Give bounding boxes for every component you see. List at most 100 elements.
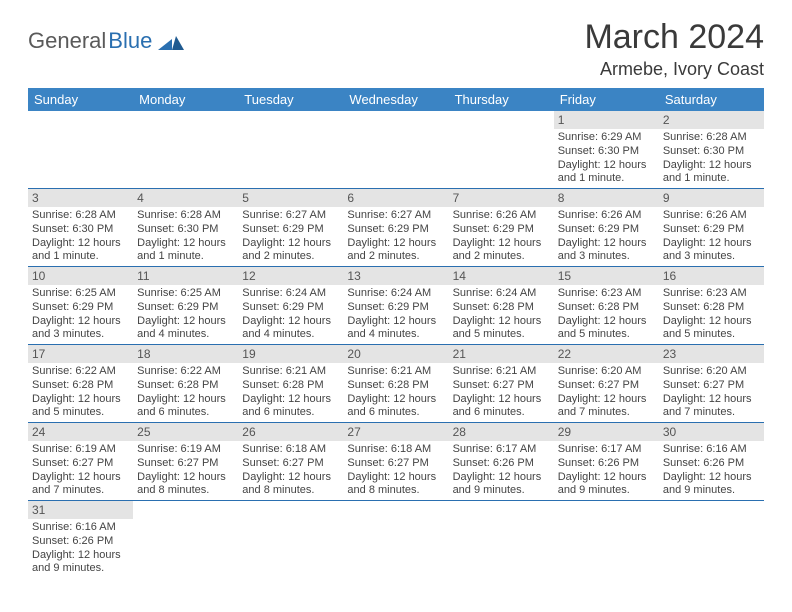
day-number: 18 [133,345,238,363]
day-number: 14 [449,267,554,285]
calendar-cell: 20Sunrise: 6:21 AMSunset: 6:28 PMDayligh… [343,345,448,423]
calendar-cell [554,501,659,579]
calendar-cell: 2Sunrise: 6:28 AMSunset: 6:30 PMDaylight… [659,111,764,189]
day-details: Sunrise: 6:27 AMSunset: 6:29 PMDaylight:… [238,207,343,266]
day-details: Sunrise: 6:24 AMSunset: 6:28 PMDaylight:… [449,285,554,344]
day-number: 24 [28,423,133,441]
day-details: Sunrise: 6:21 AMSunset: 6:28 PMDaylight:… [343,363,448,422]
calendar-row: 1Sunrise: 6:29 AMSunset: 6:30 PMDaylight… [28,111,764,189]
day-details: Sunrise: 6:21 AMSunset: 6:28 PMDaylight:… [238,363,343,422]
calendar-cell [133,501,238,579]
calendar-row: 31Sunrise: 6:16 AMSunset: 6:26 PMDayligh… [28,501,764,579]
day-number: 21 [449,345,554,363]
day-details: Sunrise: 6:23 AMSunset: 6:28 PMDaylight:… [659,285,764,344]
calendar-cell: 7Sunrise: 6:26 AMSunset: 6:29 PMDaylight… [449,189,554,267]
calendar-cell: 23Sunrise: 6:20 AMSunset: 6:27 PMDayligh… [659,345,764,423]
calendar-cell [133,111,238,189]
day-details: Sunrise: 6:24 AMSunset: 6:29 PMDaylight:… [238,285,343,344]
day-details: Sunrise: 6:22 AMSunset: 6:28 PMDaylight:… [133,363,238,422]
calendar-cell: 19Sunrise: 6:21 AMSunset: 6:28 PMDayligh… [238,345,343,423]
calendar-cell: 30Sunrise: 6:16 AMSunset: 6:26 PMDayligh… [659,423,764,501]
day-number: 2 [659,111,764,129]
day-details: Sunrise: 6:26 AMSunset: 6:29 PMDaylight:… [554,207,659,266]
calendar-cell [28,111,133,189]
day-details: Sunrise: 6:26 AMSunset: 6:29 PMDaylight:… [659,207,764,266]
day-details: Sunrise: 6:29 AMSunset: 6:30 PMDaylight:… [554,129,659,188]
day-number: 30 [659,423,764,441]
weekday-header: Saturday [659,88,764,111]
day-number: 7 [449,189,554,207]
calendar-cell: 6Sunrise: 6:27 AMSunset: 6:29 PMDaylight… [343,189,448,267]
day-details: Sunrise: 6:18 AMSunset: 6:27 PMDaylight:… [343,441,448,500]
day-number: 19 [238,345,343,363]
day-details: Sunrise: 6:21 AMSunset: 6:27 PMDaylight:… [449,363,554,422]
day-number: 29 [554,423,659,441]
calendar-cell: 13Sunrise: 6:24 AMSunset: 6:29 PMDayligh… [343,267,448,345]
calendar-cell: 29Sunrise: 6:17 AMSunset: 6:26 PMDayligh… [554,423,659,501]
day-details: Sunrise: 6:20 AMSunset: 6:27 PMDaylight:… [659,363,764,422]
day-number: 22 [554,345,659,363]
day-number: 1 [554,111,659,129]
logo-text-general: General [28,28,106,54]
day-details: Sunrise: 6:19 AMSunset: 6:27 PMDaylight:… [133,441,238,500]
calendar-cell [238,501,343,579]
calendar-cell [343,501,448,579]
weekday-header: Sunday [28,88,133,111]
day-details: Sunrise: 6:20 AMSunset: 6:27 PMDaylight:… [554,363,659,422]
calendar-row: 24Sunrise: 6:19 AMSunset: 6:27 PMDayligh… [28,423,764,501]
calendar-cell [449,111,554,189]
logo-text-blue: Blue [108,28,152,54]
calendar-cell: 16Sunrise: 6:23 AMSunset: 6:28 PMDayligh… [659,267,764,345]
calendar-cell: 17Sunrise: 6:22 AMSunset: 6:28 PMDayligh… [28,345,133,423]
day-details: Sunrise: 6:24 AMSunset: 6:29 PMDaylight:… [343,285,448,344]
calendar-cell: 25Sunrise: 6:19 AMSunset: 6:27 PMDayligh… [133,423,238,501]
calendar-cell: 28Sunrise: 6:17 AMSunset: 6:26 PMDayligh… [449,423,554,501]
day-number: 12 [238,267,343,285]
day-details: Sunrise: 6:28 AMSunset: 6:30 PMDaylight:… [659,129,764,188]
calendar-cell [343,111,448,189]
day-number: 31 [28,501,133,519]
day-details: Sunrise: 6:25 AMSunset: 6:29 PMDaylight:… [28,285,133,344]
day-details: Sunrise: 6:19 AMSunset: 6:27 PMDaylight:… [28,441,133,500]
calendar-cell: 31Sunrise: 6:16 AMSunset: 6:26 PMDayligh… [28,501,133,579]
calendar-cell: 18Sunrise: 6:22 AMSunset: 6:28 PMDayligh… [133,345,238,423]
logo-mark-icon [158,32,184,50]
weekday-header: Monday [133,88,238,111]
day-details: Sunrise: 6:23 AMSunset: 6:28 PMDaylight:… [554,285,659,344]
calendar-cell: 5Sunrise: 6:27 AMSunset: 6:29 PMDaylight… [238,189,343,267]
day-details: Sunrise: 6:28 AMSunset: 6:30 PMDaylight:… [133,207,238,266]
calendar-cell: 22Sunrise: 6:20 AMSunset: 6:27 PMDayligh… [554,345,659,423]
day-number: 28 [449,423,554,441]
calendar-cell: 10Sunrise: 6:25 AMSunset: 6:29 PMDayligh… [28,267,133,345]
day-number: 10 [28,267,133,285]
calendar-cell: 1Sunrise: 6:29 AMSunset: 6:30 PMDaylight… [554,111,659,189]
day-details: Sunrise: 6:16 AMSunset: 6:26 PMDaylight:… [28,519,133,578]
day-details: Sunrise: 6:17 AMSunset: 6:26 PMDaylight:… [554,441,659,500]
calendar-row: 3Sunrise: 6:28 AMSunset: 6:30 PMDaylight… [28,189,764,267]
weekday-header: Friday [554,88,659,111]
title-block: March 2024 Armebe, Ivory Coast [584,18,764,80]
day-number: 26 [238,423,343,441]
day-details: Sunrise: 6:22 AMSunset: 6:28 PMDaylight:… [28,363,133,422]
day-number: 23 [659,345,764,363]
day-details: Sunrise: 6:27 AMSunset: 6:29 PMDaylight:… [343,207,448,266]
calendar-row: 17Sunrise: 6:22 AMSunset: 6:28 PMDayligh… [28,345,764,423]
weekday-header: Wednesday [343,88,448,111]
calendar-cell [659,501,764,579]
calendar-cell: 21Sunrise: 6:21 AMSunset: 6:27 PMDayligh… [449,345,554,423]
day-number: 16 [659,267,764,285]
weekday-header: Thursday [449,88,554,111]
day-details: Sunrise: 6:25 AMSunset: 6:29 PMDaylight:… [133,285,238,344]
day-number: 4 [133,189,238,207]
calendar-cell: 26Sunrise: 6:18 AMSunset: 6:27 PMDayligh… [238,423,343,501]
day-number: 9 [659,189,764,207]
day-number: 6 [343,189,448,207]
location: Armebe, Ivory Coast [584,59,764,80]
day-details: Sunrise: 6:16 AMSunset: 6:26 PMDaylight:… [659,441,764,500]
day-number: 5 [238,189,343,207]
calendar-cell: 12Sunrise: 6:24 AMSunset: 6:29 PMDayligh… [238,267,343,345]
calendar-body: 1Sunrise: 6:29 AMSunset: 6:30 PMDaylight… [28,111,764,578]
calendar-cell [449,501,554,579]
calendar-cell: 14Sunrise: 6:24 AMSunset: 6:28 PMDayligh… [449,267,554,345]
day-details: Sunrise: 6:17 AMSunset: 6:26 PMDaylight:… [449,441,554,500]
